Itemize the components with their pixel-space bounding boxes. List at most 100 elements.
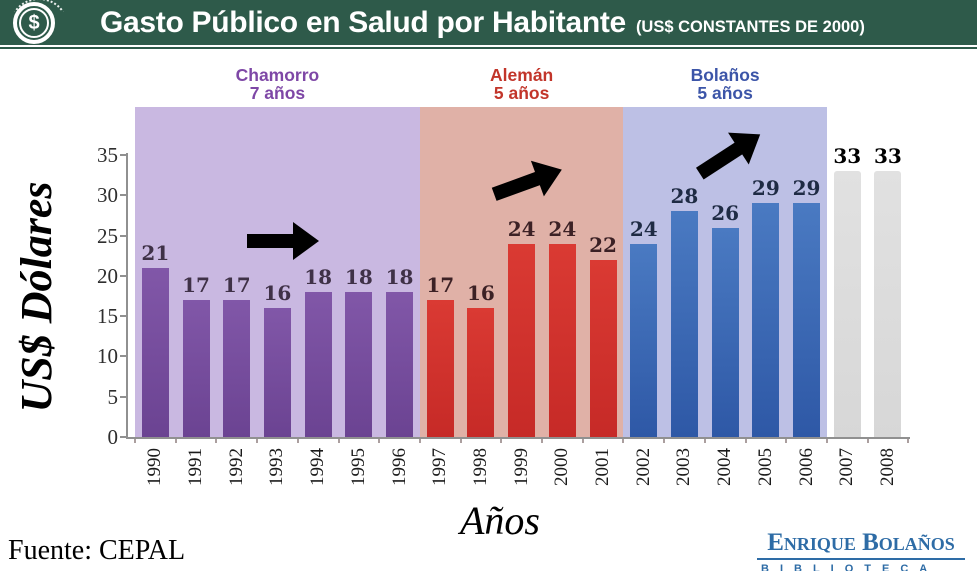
arrow-shaft — [491, 171, 541, 201]
bar-value-2003: 28 — [670, 184, 699, 209]
bar-2000 — [548, 243, 576, 437]
bar-2008 — [874, 171, 902, 437]
y-tick-label: 20 — [97, 263, 118, 288]
bar-1993 — [263, 308, 291, 437]
x-tick-label-2006: 2006 — [795, 448, 817, 486]
header-titles: Gasto Público en Salud por Habitante (US… — [100, 6, 865, 40]
header-bar: $ Gasto Público en Salud por Habitante (… — [0, 0, 977, 45]
x-tick-label-1998: 1998 — [469, 448, 491, 486]
era-duration: 5 años — [697, 83, 753, 103]
y-tick-mark — [120, 274, 127, 277]
bar-2003 — [670, 211, 698, 437]
x-tick-label-2001: 2001 — [592, 448, 614, 486]
y-tick-label: 0 — [107, 425, 119, 449]
bar-value-1995: 18 — [344, 264, 373, 289]
y-axis-line — [126, 153, 128, 439]
bar-1992 — [223, 300, 251, 437]
x-tick-mark — [418, 437, 421, 443]
x-tick-mark — [174, 437, 177, 443]
x-tick-mark — [622, 437, 625, 443]
bar-value-2002: 24 — [629, 216, 658, 241]
bar-value-2007: 33 — [833, 144, 862, 169]
x-tick-label-2000: 2000 — [551, 448, 573, 486]
logo-subtitle: BIBLIOTECA — [761, 563, 939, 571]
bar-value-2008: 33 — [874, 144, 902, 169]
bar-value-1998: 16 — [467, 281, 495, 306]
bar-1991 — [182, 300, 210, 437]
bar-2006 — [793, 203, 821, 437]
x-tick-mark — [337, 437, 340, 443]
x-axis-title: Años — [460, 498, 540, 543]
era-title-2: Bolaños 5 años — [645, 66, 805, 102]
bar-1994 — [304, 291, 332, 437]
x-tick-label-1995: 1995 — [347, 448, 369, 486]
era-duration: 7 años — [249, 83, 306, 103]
y-tick-mark — [120, 154, 127, 156]
x-tick-label-2008: 2008 — [876, 448, 898, 486]
x-tick-label-2002: 2002 — [632, 448, 654, 486]
y-tick-mark — [120, 436, 127, 438]
y-tick-mark — [120, 234, 127, 237]
bar-value-2006: 29 — [792, 176, 821, 201]
x-tick-label-1994: 1994 — [307, 448, 329, 486]
y-tick-label: 10 — [97, 344, 118, 369]
bar-value-2005: 29 — [751, 176, 780, 201]
arrow-head — [293, 222, 319, 260]
bar-1996 — [386, 291, 414, 437]
y-tick-mark — [120, 315, 127, 318]
x-tick-label-1999: 1999 — [510, 448, 532, 486]
x-tick-mark — [866, 437, 869, 443]
header-divider — [0, 47, 977, 49]
y-tick-label: 15 — [97, 304, 118, 329]
x-tick-label-1997: 1997 — [429, 448, 451, 486]
arrow-shaft — [247, 234, 294, 248]
x-tick-mark — [785, 437, 788, 443]
bar-value-1994: 18 — [304, 264, 333, 289]
bar-1997 — [426, 300, 454, 437]
bar-value-1996: 18 — [385, 264, 414, 289]
x-tick-label-2004: 2004 — [714, 448, 736, 486]
bar-2005 — [752, 203, 780, 437]
bar-value-2004: 26 — [711, 200, 740, 225]
biblioteca-logo[interactable]: Enrique Bolaños BIBLIOTECA — [757, 529, 965, 571]
bar-1995 — [345, 291, 373, 437]
bar-1999 — [508, 243, 536, 437]
bar-2007 — [833, 171, 861, 437]
source-note: Fuente: CEPAL — [8, 535, 186, 566]
x-tick-mark — [907, 437, 910, 443]
era-duration: 5 años — [493, 83, 550, 103]
y-tick-label: 25 — [97, 223, 118, 248]
x-tick-mark — [215, 437, 218, 443]
bar-2002 — [630, 243, 658, 437]
bar-value-1990: 21 — [141, 240, 170, 265]
x-tick-label-2007: 2007 — [836, 448, 858, 486]
bar-value-1997: 17 — [426, 273, 455, 298]
era-name: Chamorro — [235, 65, 320, 85]
x-tick-mark — [134, 437, 136, 443]
x-tick-label-1991: 1991 — [185, 448, 207, 486]
era-title-0: Chamorro 7 años — [197, 66, 357, 102]
x-tick-label-2005: 2005 — [754, 448, 776, 486]
page-subtitle: (US$ CONSTANTES DE 2000) — [635, 17, 865, 36]
x-tick-label-1993: 1993 — [266, 448, 288, 486]
x-tick-label-1992: 1992 — [225, 448, 247, 486]
bar-2001 — [589, 259, 617, 437]
y-tick-mark — [120, 355, 127, 358]
page-title: Gasto Público en Salud por Habitante — [100, 5, 626, 39]
bar-1998 — [467, 308, 495, 437]
x-tick-mark — [663, 437, 666, 443]
x-tick-mark — [378, 437, 381, 443]
x-tick-mark — [256, 437, 259, 443]
x-tick-mark — [744, 437, 747, 443]
bar-value-2000: 24 — [548, 216, 577, 241]
y-tick-label: 35 — [97, 143, 118, 167]
era-name: Alemán — [490, 65, 554, 85]
y-tick-mark — [120, 395, 127, 398]
x-tick-label-1996: 1996 — [388, 448, 410, 486]
x-tick-mark — [581, 437, 584, 443]
x-tick-mark — [825, 437, 828, 443]
x-tick-label-2003: 2003 — [673, 448, 695, 486]
bar-value-2001: 22 — [589, 232, 617, 257]
dollar-sign: $ — [28, 12, 40, 34]
